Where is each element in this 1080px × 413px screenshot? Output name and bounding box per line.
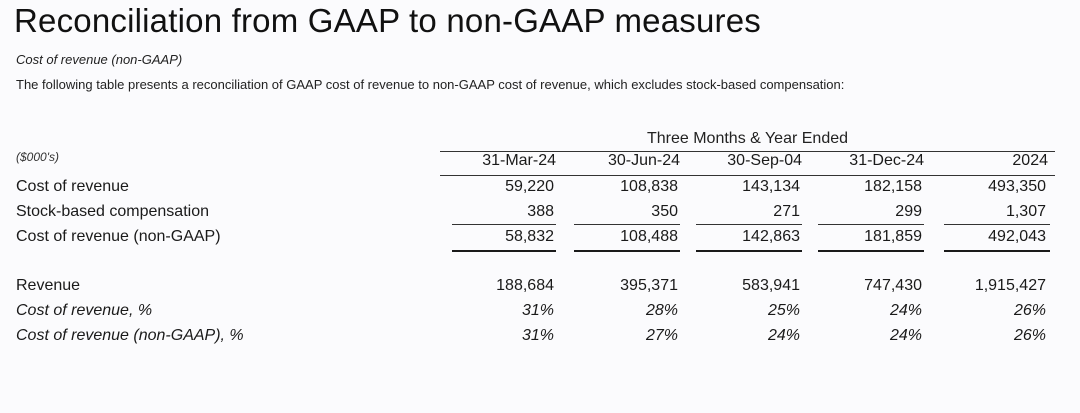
row-label: Cost of revenue, % — [16, 302, 153, 319]
column-header: 31-Dec-24 — [849, 152, 924, 169]
column-header: 31-Mar-24 — [482, 152, 556, 169]
table-cell: 24% — [889, 302, 922, 319]
table-cell: 583,941 — [742, 277, 800, 294]
table-cell: 108,488 — [620, 228, 678, 245]
column-header: 2024 — [1012, 152, 1048, 169]
table-cell: 181,859 — [864, 228, 922, 245]
period-header: Three Months & Year Ended — [646, 130, 849, 147]
total-rule — [452, 250, 556, 252]
table-cell: 493,350 — [988, 178, 1046, 195]
table-cell: 350 — [651, 203, 678, 220]
table-cell: 24% — [767, 327, 800, 344]
table-cell: 26% — [1013, 327, 1046, 344]
table-cell: 142,863 — [742, 228, 800, 245]
section-description: The following table presents a reconcili… — [16, 77, 845, 92]
subtotal-rule — [452, 224, 556, 225]
row-label: Cost of revenue (non-GAAP), % — [16, 327, 244, 344]
table-row: Cost of revenue, % 31% 28% 25% 24% 26% — [0, 300, 1080, 324]
subtotal-rule — [818, 224, 924, 225]
table-row: Cost of revenue (non-GAAP) 58,832 108,48… — [0, 226, 1080, 250]
column-header: 30-Sep-04 — [727, 152, 802, 169]
table-cell: 492,043 — [988, 228, 1046, 245]
table-cell: 25% — [767, 302, 800, 319]
row-label: Revenue — [16, 277, 81, 294]
table-cell: 31% — [521, 302, 554, 319]
column-header: 30-Jun-24 — [607, 152, 680, 169]
subtotal-rule — [696, 224, 802, 225]
table-row: Revenue 188,684 395,371 583,941 747,430 … — [0, 275, 1080, 299]
table-cell: 1,307 — [1005, 203, 1046, 220]
units-label: ($000's) — [16, 150, 59, 164]
table-cell: 182,158 — [864, 178, 922, 195]
table-cell: 271 — [773, 203, 800, 220]
section-subtitle: Cost of revenue (non-GAAP) — [16, 52, 183, 67]
row-label: Cost of revenue (non-GAAP) — [16, 228, 221, 245]
column-header-row: 31-Mar-24 30-Jun-24 30-Sep-04 31-Dec-24 … — [0, 150, 1080, 174]
subtotal-rule — [574, 224, 680, 225]
table-cell: 58,832 — [505, 228, 554, 245]
page-title: Reconciliation from GAAP to non-GAAP mea… — [14, 2, 761, 39]
row-label: Stock-based compensation — [16, 203, 209, 220]
table-cell: 1,915,427 — [974, 277, 1046, 294]
total-rule — [696, 250, 802, 252]
table-cell: 31% — [521, 327, 554, 344]
table-cell: 26% — [1013, 302, 1046, 319]
table-cell: 27% — [645, 327, 678, 344]
table-cell: 188,684 — [496, 277, 554, 294]
table-cell: 59,220 — [505, 178, 554, 195]
table-cell: 299 — [895, 203, 922, 220]
total-rule — [818, 250, 924, 252]
subtotal-rule — [944, 224, 1050, 225]
table-cell: 395,371 — [620, 277, 678, 294]
table-cell: 388 — [527, 203, 554, 220]
total-rule — [944, 250, 1050, 252]
table-cell: 28% — [645, 302, 678, 319]
row-label: Cost of revenue — [16, 178, 129, 195]
table-row: Stock-based compensation 388 350 271 299… — [0, 201, 1080, 225]
table-cell: 143,134 — [742, 178, 800, 195]
table-row: Cost of revenue (non-GAAP), % 31% 27% 24… — [0, 325, 1080, 349]
table-cell: 747,430 — [864, 277, 922, 294]
table-cell: 24% — [889, 327, 922, 344]
table-cell: 108,838 — [620, 178, 678, 195]
total-rule — [574, 250, 680, 252]
period-header-rule — [440, 151, 1055, 152]
table-row: Cost of revenue 59,220 108,838 143,134 1… — [0, 176, 1080, 200]
column-header-rule — [440, 175, 1055, 176]
